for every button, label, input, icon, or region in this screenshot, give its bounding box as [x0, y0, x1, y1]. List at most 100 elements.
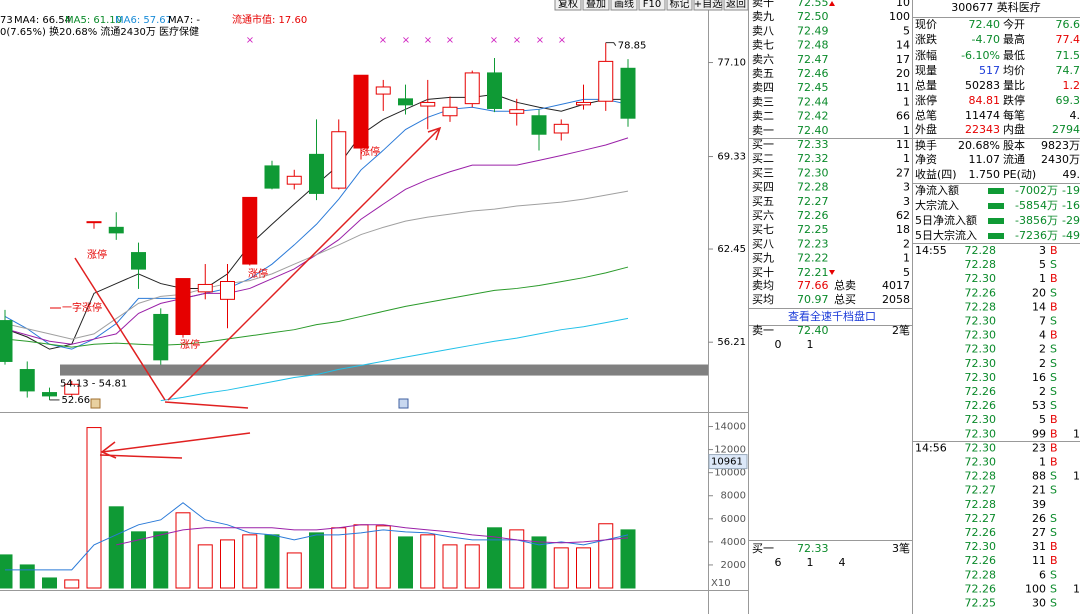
trade-volume: 3 — [1039, 244, 1046, 257]
arrow — [167, 127, 441, 401]
quote-value: 4. — [1070, 109, 1080, 122]
toolbar-button[interactable] — [582, 0, 610, 11]
toolbar-button[interactable] — [554, 0, 582, 11]
marker: × — [424, 35, 432, 46]
level-volume: 10 — [896, 0, 910, 9]
volume-bar — [353, 524, 369, 589]
gap-label: 54.13 - 54.81 — [60, 379, 127, 390]
trade-price: 72.27 — [965, 512, 997, 525]
toolbar-label[interactable]: 叠加 — [586, 0, 606, 10]
queue-order: 1 — [807, 338, 814, 351]
toolbar-label[interactable]: 复权 — [558, 0, 578, 10]
trade-price: 72.26 — [965, 554, 997, 567]
level-label: 买七 — [752, 223, 774, 236]
candle-body — [442, 106, 458, 117]
flow-value: -5854万 — [1015, 199, 1058, 212]
level-price: 72.32 — [797, 152, 829, 165]
candle-body — [153, 313, 169, 361]
toolbar-button[interactable] — [666, 0, 693, 11]
volume-bar — [153, 531, 169, 589]
trade-side: S — [1050, 582, 1057, 595]
quote-label: 最低 — [1003, 49, 1025, 62]
volume-bar — [487, 527, 502, 589]
trade-price: 72.28 — [965, 498, 997, 511]
volume-bar — [131, 531, 146, 589]
toolbar-label[interactable]: F10 — [643, 0, 661, 10]
annotation: 涨停 — [360, 145, 380, 158]
level-volume: 66 — [896, 110, 910, 123]
quote-value: 69.3 — [1056, 94, 1080, 107]
flow-label: 大宗流入 — [915, 198, 959, 212]
trade-volume: 23 — [1032, 441, 1046, 454]
quote-value: 1.2 — [1063, 79, 1080, 92]
toolbar-label[interactable]: 标记 — [670, 0, 690, 10]
flow-bar — [988, 233, 1004, 239]
trade-time: 14:55 — [915, 244, 947, 257]
event-icon — [398, 398, 409, 409]
cursor-label: 10961 — [711, 457, 743, 468]
toolbar-label[interactable]: +自选 — [694, 0, 722, 10]
quote-label: 最高 — [1003, 32, 1025, 46]
flow-value: -29 — [1062, 214, 1080, 227]
quote-value: 84.81 — [969, 94, 1001, 107]
flow-label: 净流入额 — [915, 183, 959, 197]
ma-line — [4, 266, 629, 348]
y-tick-label: 77.10 — [717, 58, 746, 69]
level-price: 72.26 — [797, 209, 829, 222]
trade-volume: 5 — [1039, 413, 1046, 426]
market-cap: 流通市值: 17.60 — [232, 13, 307, 26]
toolbar-button[interactable] — [723, 0, 749, 11]
trade-side: B — [1050, 554, 1058, 567]
y-tick-label: 6000 — [721, 514, 746, 525]
level-label: 买五 — [752, 195, 774, 208]
level-label: 卖八 — [752, 24, 774, 37]
quote-label: 外盘 — [915, 122, 937, 136]
volume-bar — [553, 547, 569, 589]
level-price: 72.25 — [797, 223, 829, 236]
marker: × — [536, 35, 544, 46]
toolbar-label[interactable]: 返回 — [726, 0, 746, 10]
trade-price: 72.26 — [965, 526, 997, 539]
annotation: 涨停 — [248, 267, 268, 280]
level-price: 72.30 — [797, 166, 829, 179]
candle-body — [420, 101, 436, 107]
trade-price: 72.30 — [965, 441, 997, 454]
arrow-head — [427, 126, 442, 141]
volume-bar — [175, 512, 191, 589]
marker: × — [490, 35, 498, 46]
trade-price: 72.28 — [965, 300, 997, 313]
quote-label: 量比 — [1003, 79, 1025, 92]
volume-bar — [0, 554, 13, 589]
ma-label: MA7: - — [168, 15, 200, 26]
trade-side: B — [1050, 272, 1058, 285]
quote-label: 总笔 — [915, 108, 937, 122]
queue-order: 1 — [807, 556, 814, 569]
candle-body — [375, 86, 391, 95]
trade-volume: 5 — [1039, 258, 1046, 271]
trade-side: S — [1050, 385, 1057, 398]
volume-bar — [264, 534, 280, 589]
level-label: 买六 — [752, 209, 774, 222]
queue-label: 买一 — [752, 542, 774, 555]
candle-body — [19, 369, 35, 392]
ma-label: MA5: 61.10 — [65, 15, 122, 26]
level-price: 72.28 — [797, 181, 829, 194]
ma-label: 73 — [0, 15, 13, 26]
ma-label: MA6: 57.67 — [115, 15, 172, 26]
candle-body — [0, 320, 13, 362]
toolbar-button[interactable] — [638, 0, 666, 11]
toolbar-button[interactable] — [610, 0, 638, 11]
trade-side: B — [1050, 413, 1058, 426]
trade-side: S — [1050, 526, 1057, 539]
candle-body — [598, 60, 614, 102]
toolbar-label[interactable]: 画线 — [614, 0, 634, 10]
summary-value: 77.66 — [797, 279, 829, 292]
flow-value: -49 — [1062, 229, 1080, 242]
volume-bar — [108, 506, 124, 589]
quote-value: 2794 — [1052, 123, 1080, 136]
toolbar-button[interactable] — [693, 0, 723, 11]
depth-link[interactable]: 查看全速千档盘口 — [788, 309, 876, 323]
candle-body — [509, 109, 525, 114]
level-label: 买九 — [752, 252, 774, 265]
